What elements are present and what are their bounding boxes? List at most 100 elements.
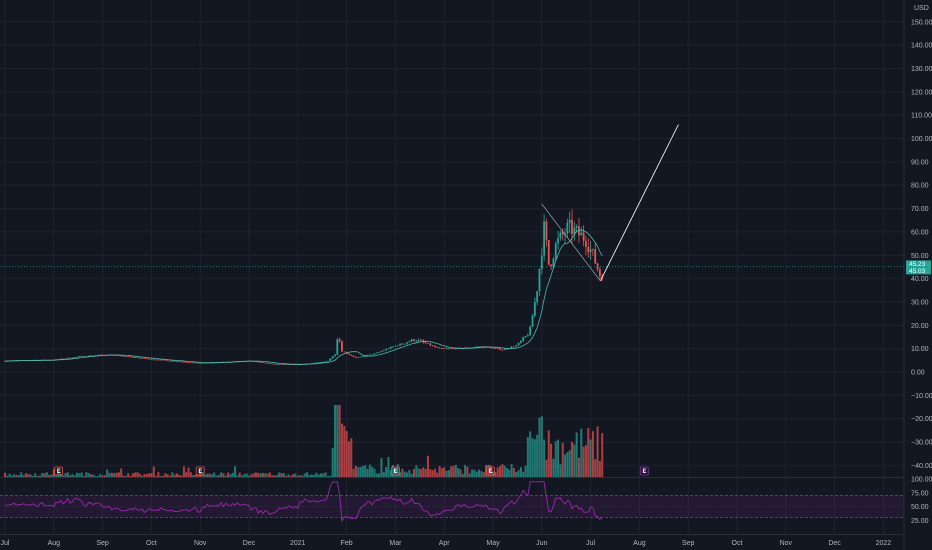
candle-body: [257, 361, 260, 363]
candle-body: [494, 347, 497, 349]
candle-body: [201, 362, 204, 364]
candle-body: [115, 355, 118, 356]
volume-bar: [287, 474, 290, 477]
volume-bar: [66, 472, 69, 477]
time-tick-label: Dec: [243, 540, 256, 547]
volume-bar: [494, 471, 497, 477]
volume-bar: [203, 474, 206, 477]
time-axis[interactable]: Jul Aug Sep Oct Nov Dec 2021 Feb Mar Apr May Jun Jul…: [1, 540, 892, 547]
volume-bar: [594, 459, 597, 477]
volume-bar: [143, 474, 146, 477]
volume-bar: [285, 475, 288, 477]
candle-body: [587, 246, 590, 253]
price-axis[interactable]: 150.00 140.00 130.00 120.00 110.00 100.00 90.0…: [906, 19, 932, 470]
price-tick-label: 50.00: [911, 253, 929, 260]
volume-bar: [440, 468, 443, 477]
volume-bar: [148, 473, 151, 477]
candle-body: [417, 339, 420, 341]
candle-body: [275, 364, 278, 365]
volume-bar: [257, 473, 260, 477]
volume-bar: [396, 464, 399, 477]
candle-body: [150, 358, 153, 360]
volume-bar: [445, 470, 448, 477]
candle-body: [92, 355, 95, 357]
candle-body: [131, 356, 134, 358]
volume-bar: [55, 475, 58, 477]
projection-line[interactable]: [541, 124, 679, 282]
candle-body: [287, 364, 290, 366]
volume-bar: [178, 474, 181, 477]
candle-body: [580, 232, 583, 236]
volume-bar: [503, 465, 506, 477]
candle-body: [480, 346, 483, 348]
volume-bar: [87, 473, 90, 477]
volume-bar: [359, 466, 362, 477]
candle-body: [69, 357, 71, 359]
candle-body: [554, 243, 557, 259]
candle-body: [517, 342, 520, 346]
candle-body: [592, 249, 594, 250]
candle-body: [415, 340, 418, 342]
candle-body: [171, 360, 174, 362]
volume-bar: [122, 475, 125, 477]
volume-bar: [496, 467, 499, 477]
projection-up: [600, 124, 679, 282]
candle-body: [129, 356, 132, 358]
candle-body: [143, 357, 146, 359]
candle-body: [506, 348, 508, 350]
price-badge-2: [906, 267, 931, 275]
volume-bar: [531, 438, 534, 477]
candle-body: [399, 343, 401, 346]
volume-bar: [43, 473, 46, 477]
candle-body: [496, 348, 499, 349]
candle-body: [510, 346, 513, 349]
volume-bar: [364, 465, 367, 477]
currency-label: USD: [914, 5, 929, 12]
volume-bar: [466, 466, 469, 477]
volume-bar: [164, 473, 167, 477]
time-tick-label: 2021: [290, 540, 306, 547]
candle-body: [424, 342, 427, 344]
volume-bar: [450, 466, 453, 477]
volume-bar: [422, 467, 425, 477]
volume-bar: [96, 475, 99, 477]
volume-bar: [29, 474, 32, 477]
price-tick-label: 120.00: [911, 89, 932, 96]
candle-body: [192, 362, 195, 364]
volume-bar: [8, 473, 11, 477]
candle-body: [364, 356, 367, 357]
volume-bar: [52, 469, 55, 477]
volume-bar: [471, 469, 474, 477]
volume-bar: [50, 474, 53, 477]
candle-body: [475, 346, 478, 348]
candle-body: [59, 358, 62, 360]
volume-bar: [487, 464, 490, 477]
volume-bar: [550, 443, 553, 477]
time-tick-label: Sep: [682, 540, 695, 547]
volume-bar: [571, 441, 574, 477]
candle-body: [327, 360, 329, 362]
volume-bar: [38, 475, 41, 477]
volume-bar: [127, 473, 130, 477]
volume-bar: [584, 445, 587, 477]
candle-body: [262, 362, 264, 363]
candle-body: [336, 339, 339, 355]
grid: [0, 0, 905, 550]
candle-body: [380, 351, 383, 352]
volume-bar: [545, 459, 548, 477]
volume-bar: [468, 473, 471, 477]
volume-bar: [194, 474, 197, 477]
volume-bar: [515, 472, 518, 477]
candle-body: [196, 362, 199, 364]
candle-body: [199, 363, 202, 364]
volume-bars: [4, 405, 604, 477]
volume-bar: [155, 475, 158, 477]
candle-body: [4, 360, 6, 362]
candle-body: [127, 356, 130, 357]
candle-body: [420, 339, 422, 341]
price-tick-label: 100.00: [911, 136, 932, 143]
candle-body: [582, 232, 585, 241]
volume-bar: [498, 466, 501, 477]
volume-bar: [71, 474, 74, 477]
